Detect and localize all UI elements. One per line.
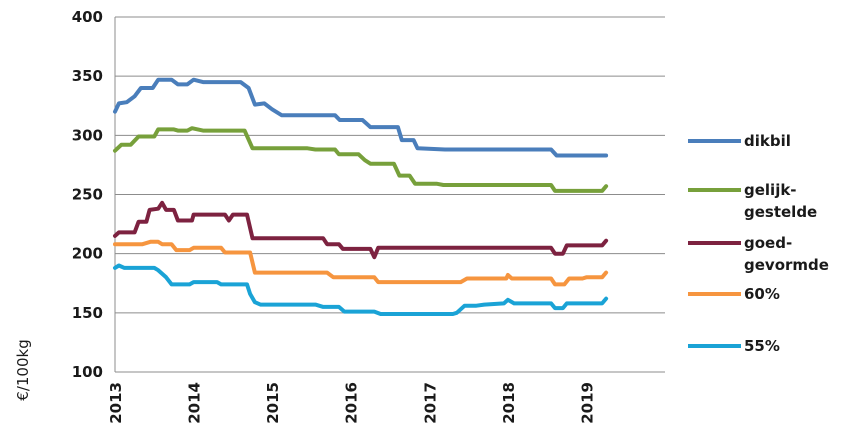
legend-item: goed-gevormde (688, 234, 829, 274)
legend-item: gelijk-gestelde (688, 181, 817, 221)
legend-item: 55% (688, 337, 780, 355)
series-line-4 (113, 239, 609, 287)
legend-item: dikbil (688, 132, 791, 150)
legend-label: 60% (744, 285, 780, 303)
series-line-2 (113, 126, 609, 193)
y-tick-label: 100 (72, 363, 103, 381)
y-tick-label: 400 (72, 8, 103, 26)
gridlines (115, 16, 665, 314)
y-tick-label: 200 (72, 245, 103, 263)
x-tick-label: 2018 (500, 382, 518, 424)
legend-label: gelijk- (744, 181, 797, 199)
x-tick-label: 2014 (186, 382, 204, 424)
x-tick-label: 2013 (107, 382, 125, 424)
x-tick-label: 2016 (343, 382, 361, 424)
y-tick-label: 150 (72, 304, 103, 322)
legend-item: 60% (688, 285, 780, 303)
x-tick-label: 2019 (578, 382, 596, 424)
series-lines (113, 77, 609, 316)
y-tick-label: 350 (72, 67, 103, 85)
y-axis-label: €/100kg (14, 339, 32, 400)
y-tick-label: 300 (72, 126, 103, 144)
series-line-5 (113, 263, 609, 316)
x-tick-label: 2017 (421, 382, 439, 424)
y-tick-label: 250 (72, 186, 103, 204)
series-line-1 (113, 77, 609, 158)
legend-label: gevormde (744, 256, 829, 274)
legend-label: dikbil (744, 132, 791, 150)
y-tick-labels: 100 150 200 250 300 350 400 (72, 8, 103, 381)
legend-label: gestelde (744, 203, 817, 221)
legend-label: goed- (744, 234, 792, 252)
axes (114, 17, 665, 373)
x-tick-labels: 2013 2014 2015 2016 2017 2018 2019 (107, 382, 596, 424)
legend-label: 55% (744, 337, 780, 355)
x-tick-label: 2015 (264, 382, 282, 424)
legend: dikbil gelijk-gestelde goed-gevormde 60% 55% (688, 132, 829, 355)
series-line-3 (113, 200, 609, 260)
